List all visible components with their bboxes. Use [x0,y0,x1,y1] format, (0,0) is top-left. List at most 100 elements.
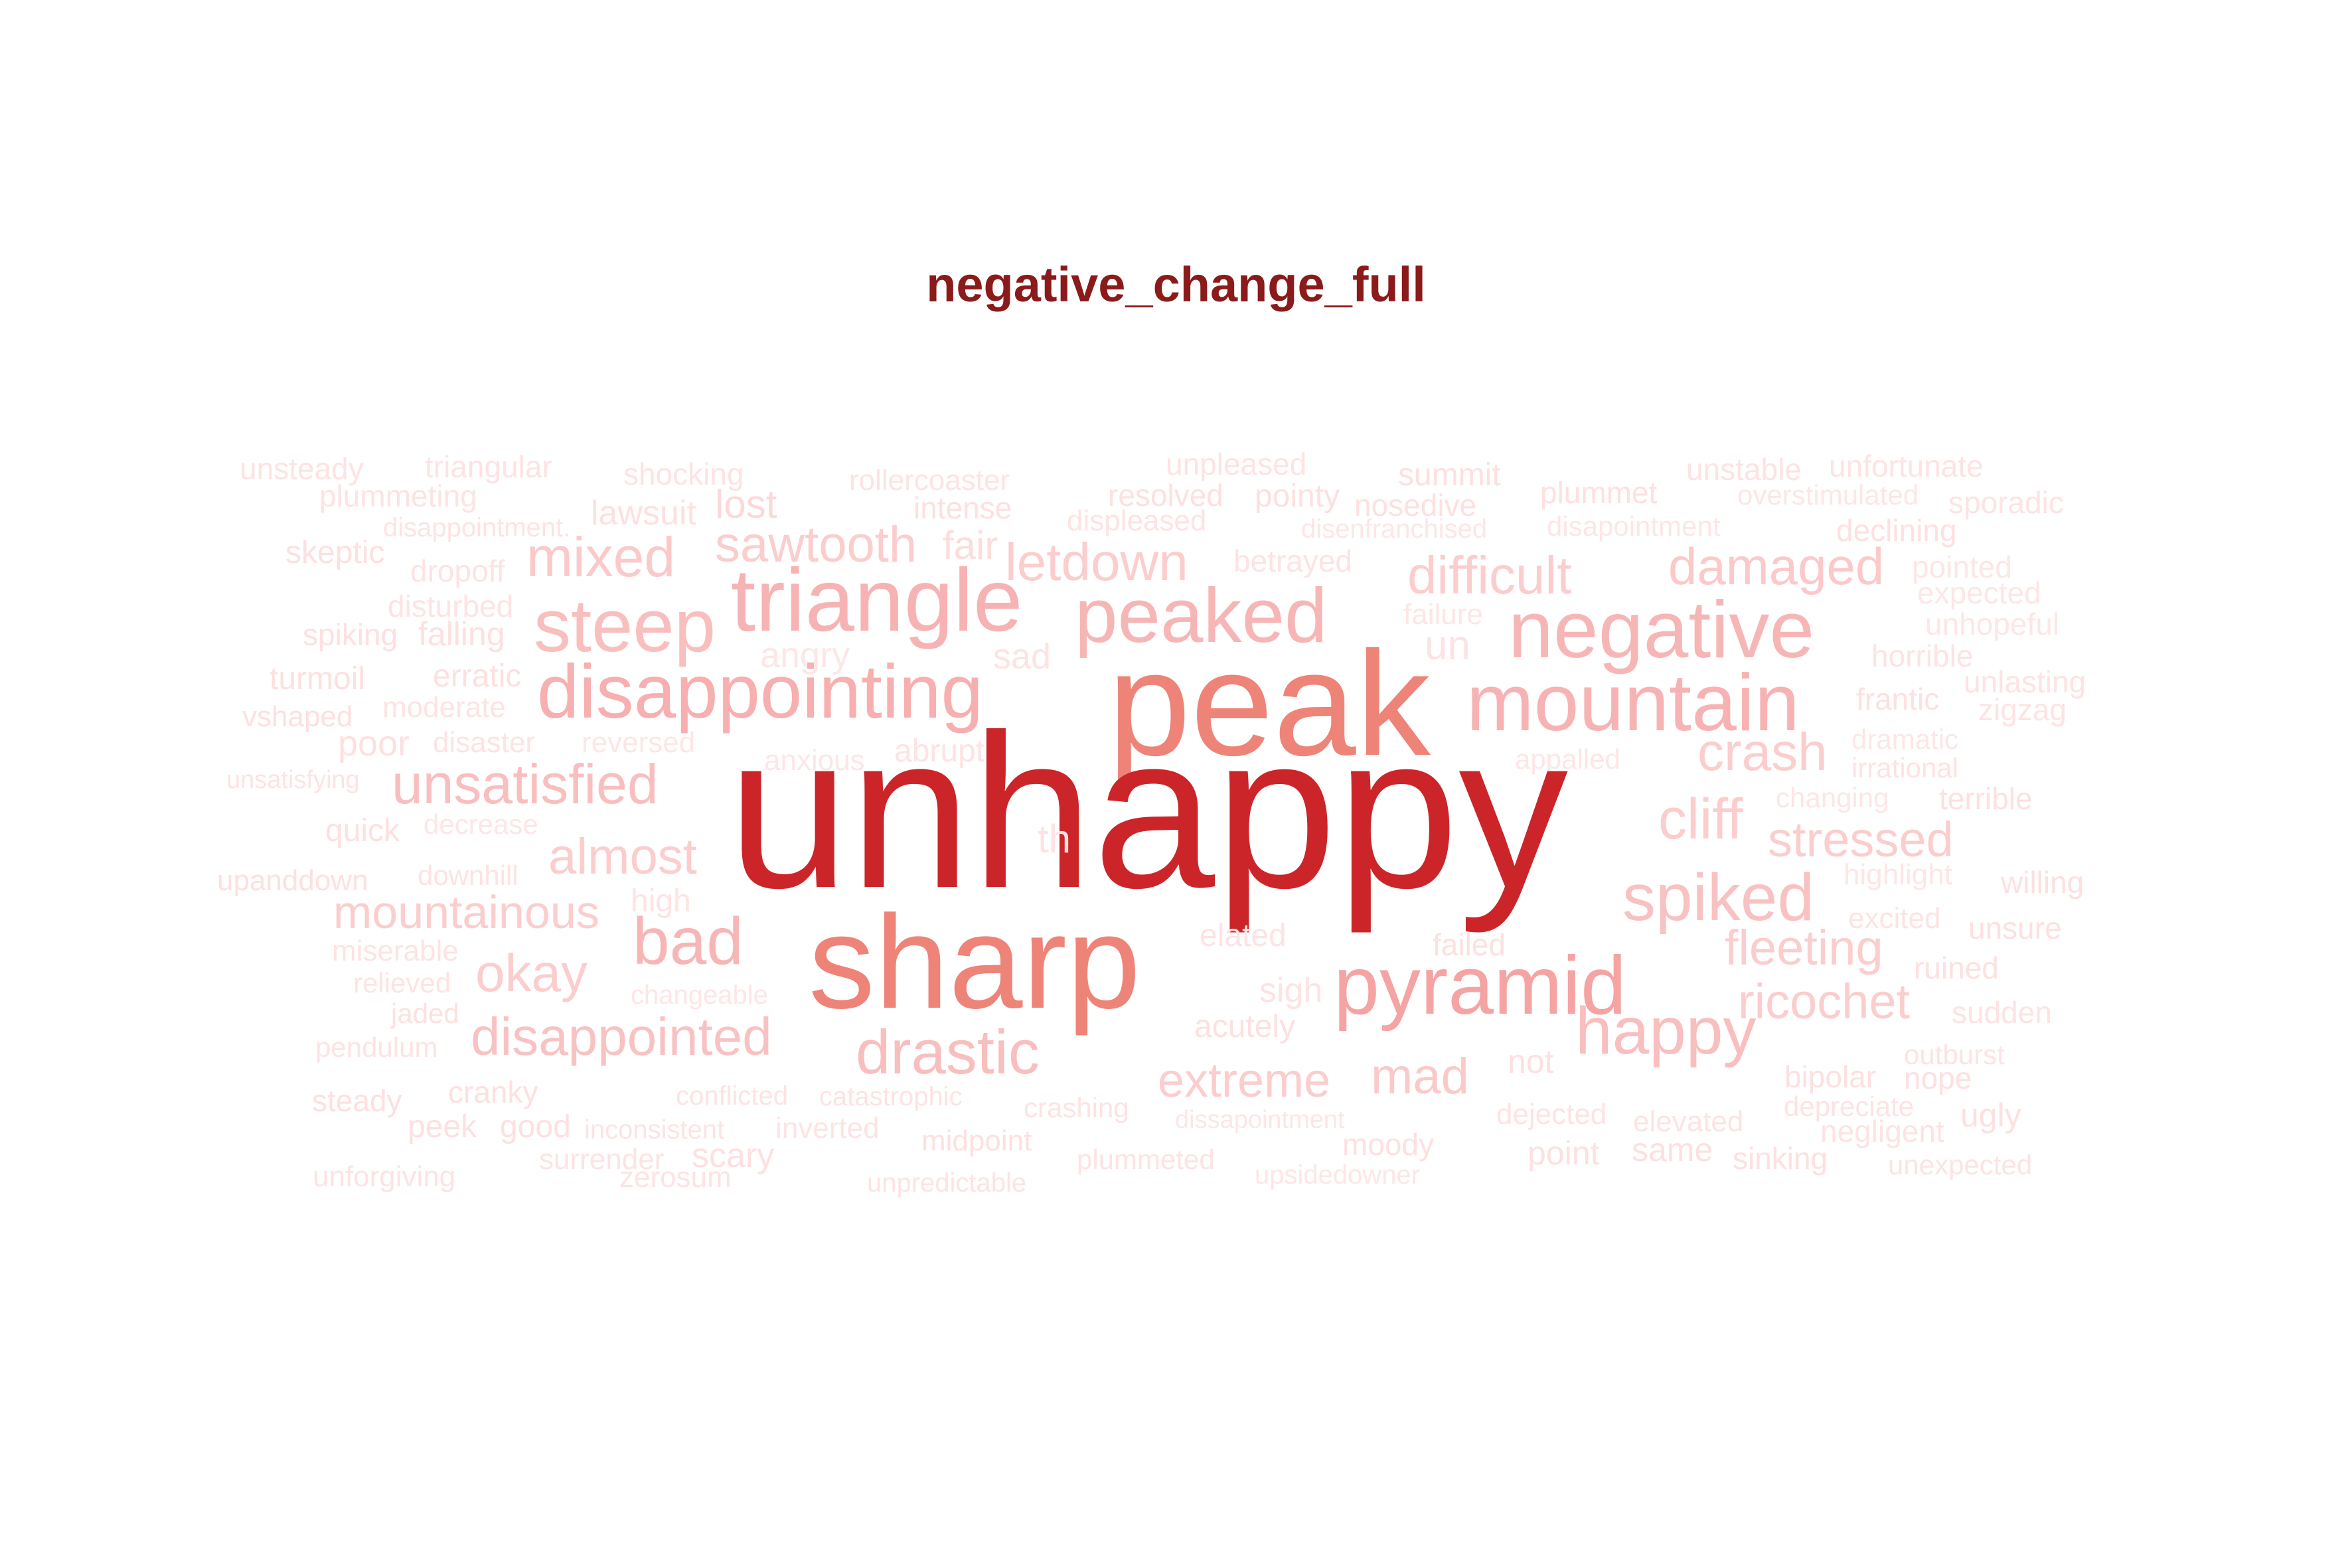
cloud-word: upanddown [217,864,368,897]
cloud-word: sigh [1259,971,1322,1010]
cloud-word: falling [418,615,505,653]
cloud-word: surrender [539,1143,664,1176]
cloud-word: relieved [353,967,451,998]
cloud-word: pyramid [1334,940,1626,1032]
cloud-word: depreciate [1784,1091,1914,1122]
cloud-word: drastic [856,1017,1040,1087]
cloud-word: almost [548,828,697,885]
cloud-word: moody [1342,1127,1434,1162]
cloud-word: un [1425,623,1470,668]
cloud-word: expected [1917,576,2041,610]
cloud-word: jaded [390,998,459,1029]
cloud-word: same [1632,1131,1713,1168]
cloud-word: bad [633,904,744,979]
cloud-word: irrational [1851,752,1958,783]
cloud-word: poor [338,724,410,763]
cloud-word: peaked [1075,572,1328,659]
cloud-word: vshaped [242,700,353,733]
cloud-word: plummeting [319,479,477,513]
cloud-word: sudden [1952,995,2052,1030]
cloud-word: mountainous [333,886,599,938]
cloud-word: sharp [809,888,1140,1036]
cloud-word: horrible [1871,639,1973,673]
cloud-word: quick [325,813,400,848]
cloud-word: failure [1403,598,1483,631]
cloud-word: zigzag [1978,692,2067,727]
cloud-word: ugly [1960,1097,2021,1134]
cloud-word: disappointment. [383,513,570,542]
cloud-word: resolved [1108,478,1223,512]
cloud-word: abrupt [894,734,984,769]
cloud-word: nosedive [1354,488,1476,522]
cloud-word: steady [312,1083,402,1118]
cloud-word: good [500,1109,571,1144]
cloud-word: displeased [1067,505,1206,537]
cloud-word: pointed [1912,550,2012,584]
cloud-word: shocking [623,457,744,491]
cloud-word: extreme [1158,1054,1330,1107]
cloud-word: crash [1697,722,1828,781]
cloud-word: outburst [1904,1039,2005,1070]
cloud-word: elevated [1633,1105,1743,1138]
cloud-word: nope [1904,1061,1972,1095]
cloud-word: stressed [1768,812,1954,867]
cloud-word: negligent [1820,1114,1944,1148]
cloud-word: crashing [1024,1092,1129,1123]
cloud-word: unpleased [1166,447,1306,481]
cloud-word: unhappy [728,688,1568,935]
cloud-word: turmoil [270,661,365,696]
cloud-word: erratic [433,659,521,694]
cloud-word: reversed [582,726,695,759]
cloud-word: intense [913,491,1012,525]
cloud-word: pendulum [315,1032,437,1063]
cloud-word: triangular [425,449,552,484]
cloud-word: inconsistent [584,1115,724,1144]
cloud-word: unstable [1686,452,1802,487]
cloud-word: okay [475,943,588,1002]
cloud-word: downhill [418,860,518,891]
cloud-word: ricochet [1738,974,1911,1029]
cloud-word: spiked [1622,860,1814,935]
cloud-word: lost [715,482,777,526]
cloud-word: unsure [1968,911,2062,945]
cloud-word: inverted [775,1112,880,1144]
cloud-word: scary [692,1137,774,1175]
cloud-word: disapointment [1547,510,1721,542]
cloud-word: unhopeful [1925,607,2059,641]
cloud-word: steep [534,584,716,667]
cloud-word: willing [2000,865,2084,900]
cloud-word: pointy [1255,479,1340,514]
cloud-word: unforgiving [313,1160,455,1193]
cloud-word: fair [943,523,998,568]
cloud-word: appalled [1515,744,1620,775]
cloud-word: unexpected [1888,1149,2032,1180]
cloud-word: changeable [631,980,768,1010]
cloud-word: skeptic [285,535,384,570]
cloud-word: plummeted [1077,1144,1215,1175]
cloud-word: triangle [731,551,1023,650]
cloud-word: negative [1508,584,1814,674]
cloud-word: frantic [1856,682,1939,716]
cloud-word: difficult [1407,546,1572,605]
cloud-word: sporadic [1948,485,2064,520]
cloud-word: dramatic [1851,724,1958,755]
cloud-word: midpoint [921,1125,1032,1157]
cloud-word: unsatisfying [226,766,360,794]
cloud-word: high [631,884,691,919]
cloud-word: upsidedowner [1255,1160,1420,1190]
cloud-word: decrease [424,809,538,840]
cloud-word: unlasting [1964,665,2086,699]
cloud-word: damaged [1668,537,1884,595]
cloud-word: peak [1108,621,1431,787]
cloud-word: declining [1836,513,1957,548]
cloud-word: unpredictable [867,1168,1026,1198]
cloud-word: acutely [1194,1009,1295,1044]
cloud-word: peek [408,1109,477,1144]
cloud-word: sawtooth [715,516,917,573]
cloud-word: catastrophic [819,1082,963,1111]
cloud-word: sinking [1733,1141,1828,1176]
cloud-word: sad [993,637,1051,676]
cloud-word: disenfranchised [1301,514,1487,544]
cloud-word: overstimulated [1737,479,1919,510]
